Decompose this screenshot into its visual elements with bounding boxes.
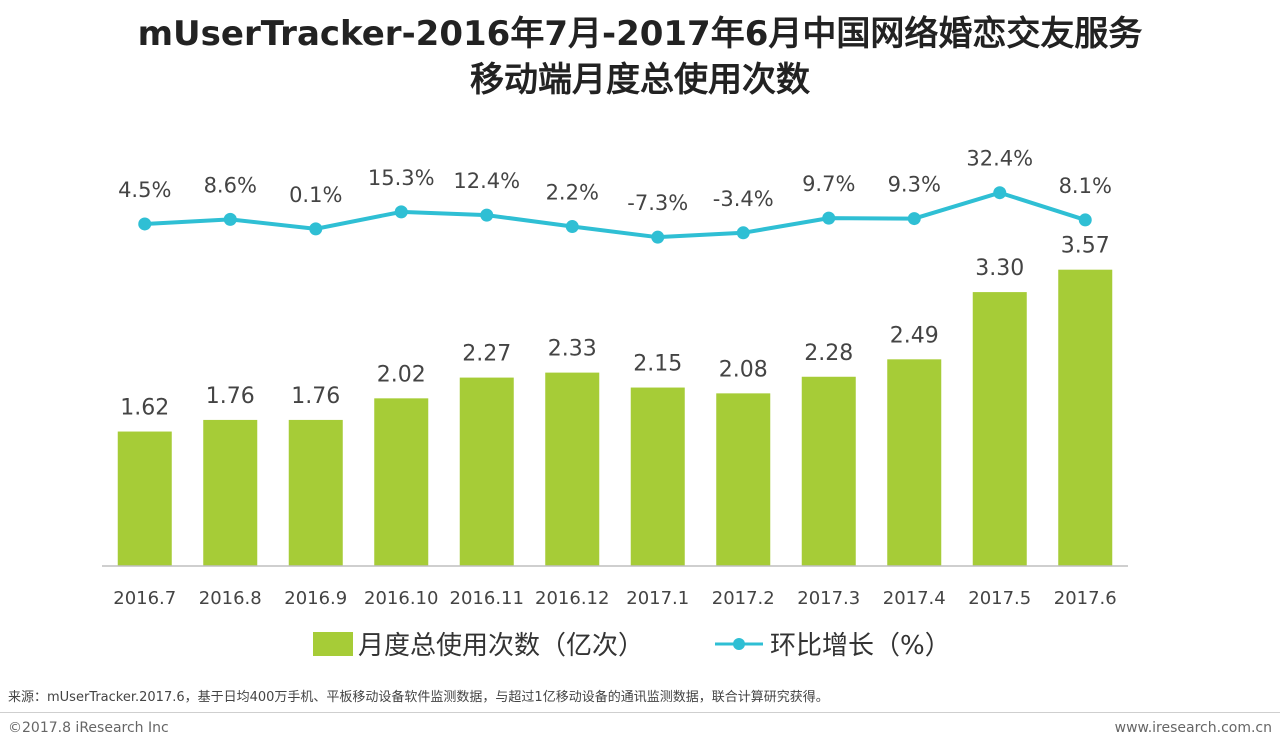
bar-value-label: 2.28 [804, 341, 853, 366]
bar [203, 419, 258, 566]
x-tick-label: 2016.9 [284, 588, 347, 609]
bar [716, 393, 771, 566]
bar-value-label: 2.33 [548, 337, 597, 362]
bar-value-label: 2.08 [719, 357, 768, 382]
chart: 1.62 1.76 1.76 2.02 2.27 2.33 2.15 2.08 2.28 2.49… [102, 147, 1128, 661]
legend-line-label: 环比增长（%） [770, 631, 951, 661]
bar [117, 431, 172, 566]
bar-value-label: 2.49 [890, 323, 939, 348]
growth-point [480, 208, 494, 222]
bar-value-label: 1.62 [120, 396, 169, 421]
growth-value-label: 15.3% [368, 166, 435, 190]
growth-value-label: 4.5% [118, 178, 171, 202]
growth-point [1078, 213, 1092, 227]
growth-value-label: 32.4% [966, 147, 1033, 171]
x-tick-label: 2016.12 [535, 588, 609, 609]
x-tick-label: 2016.11 [450, 588, 524, 609]
growth-value-label: 2.2% [546, 181, 599, 205]
growth-value-label: -7.3% [627, 191, 688, 215]
bar [887, 359, 942, 566]
bar-value-label: 2.02 [377, 362, 426, 387]
growth-point [736, 226, 750, 240]
growth-line [144, 190, 1086, 240]
legend-line-marker [733, 638, 745, 650]
chart-title-line1: mUserTracker-2016年7月-2017年6月中国网络婚恋交友服务 [137, 14, 1143, 54]
bar [801, 376, 856, 566]
bar [545, 372, 600, 566]
bar [459, 377, 514, 566]
x-tick-label: 2017.6 [1054, 588, 1117, 609]
bar [288, 419, 343, 566]
x-tick-label: 2016.7 [113, 588, 176, 609]
bar [1058, 269, 1113, 566]
growth-point [907, 212, 921, 226]
growth-value-label: -3.4% [713, 187, 774, 211]
growth-value-label: 12.4% [453, 169, 520, 193]
source-note: 来源：mUserTracker.2017.6，基于日均400万手机、平板移动设备… [8, 690, 829, 705]
x-tick-label: 2017.5 [968, 588, 1031, 609]
bar-value-label: 2.15 [633, 352, 682, 377]
x-tick-label: 2017.1 [626, 588, 689, 609]
copyright: ©2017.8 iResearch Inc [8, 720, 169, 736]
bar-value-label: 3.57 [1061, 234, 1110, 259]
website-link[interactable]: www.iresearch.com.cn [1114, 720, 1272, 736]
bar [972, 292, 1027, 566]
bar [630, 387, 685, 566]
x-tick-label: 2017.2 [712, 588, 775, 609]
growth-value-label: 8.1% [1059, 174, 1112, 198]
bar-value-label: 1.76 [291, 384, 340, 409]
growth-point [565, 220, 579, 234]
growth-point [822, 211, 836, 225]
bar-value-label: 2.27 [462, 342, 511, 367]
growth-point [651, 230, 665, 244]
x-tick-label: 2017.3 [797, 588, 860, 609]
growth-point [309, 222, 323, 236]
growth-point [138, 217, 152, 231]
growth-point [223, 212, 237, 226]
growth-point [993, 186, 1007, 200]
x-tick-label: 2016.10 [364, 588, 438, 609]
growth-value-label: 9.7% [802, 172, 855, 196]
legend-bar-swatch [313, 632, 353, 656]
footer-divider [0, 712, 1280, 713]
growth-point [394, 205, 408, 219]
growth-value-label: 9.3% [888, 173, 941, 197]
growth-value-label: 8.6% [204, 173, 257, 197]
growth-value-label: 0.1% [289, 183, 342, 207]
bar [374, 398, 429, 566]
x-tick-label: 2016.8 [199, 588, 262, 609]
x-tick-label: 2017.4 [883, 588, 946, 609]
bar-value-label: 3.30 [975, 256, 1024, 281]
bar-value-label: 1.76 [206, 384, 255, 409]
chart-title-line2: 移动端月度总使用次数 [470, 60, 810, 100]
legend-bar-label: 月度总使用次数（亿次） [358, 631, 644, 661]
